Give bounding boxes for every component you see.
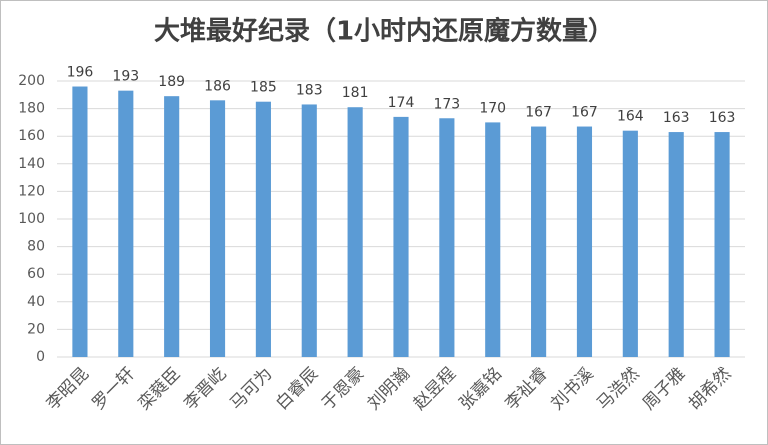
y-tick-label: 40 [27,294,45,310]
y-tick-label: 100 [18,211,45,227]
bar [301,104,317,358]
y-tick-label: 160 [18,128,45,144]
bar [714,132,730,357]
value-label: 167 [571,105,598,121]
value-label: 186 [204,78,231,94]
y-tick-label: 200 [18,73,45,89]
value-label: 174 [388,95,415,111]
y-tick-label: 140 [18,156,45,172]
y-tick-label: 0 [36,349,45,365]
y-tick-label: 120 [18,183,45,199]
value-label: 183 [296,82,323,98]
value-label: 173 [433,96,460,112]
value-label: 170 [479,100,506,116]
y-tick-label: 20 [27,321,45,337]
bar [485,122,501,358]
bar [72,86,88,358]
bar [209,100,226,357]
value-label: 189 [158,74,185,90]
y-tick-label: 180 [18,101,45,117]
bar [347,107,363,357]
value-label: 185 [250,80,277,96]
value-label: 164 [617,109,644,125]
bar [622,130,638,357]
value-label: 167 [525,105,552,121]
bar [255,101,271,357]
bar [164,96,180,358]
value-label: 163 [709,110,736,126]
bar [576,126,593,357]
bar [531,126,547,357]
y-tick-label: 80 [27,239,45,255]
bar [439,118,455,357]
value-label: 196 [67,65,94,81]
value-label: 181 [342,85,369,101]
bar [668,132,684,357]
y-tick-label: 60 [27,266,45,282]
value-label: 163 [663,110,690,126]
bar [393,116,409,357]
bar [118,90,134,357]
chart-title: 大堆最好纪录（1小时内还原魔方数量） [154,16,614,47]
value-label: 193 [112,69,139,85]
